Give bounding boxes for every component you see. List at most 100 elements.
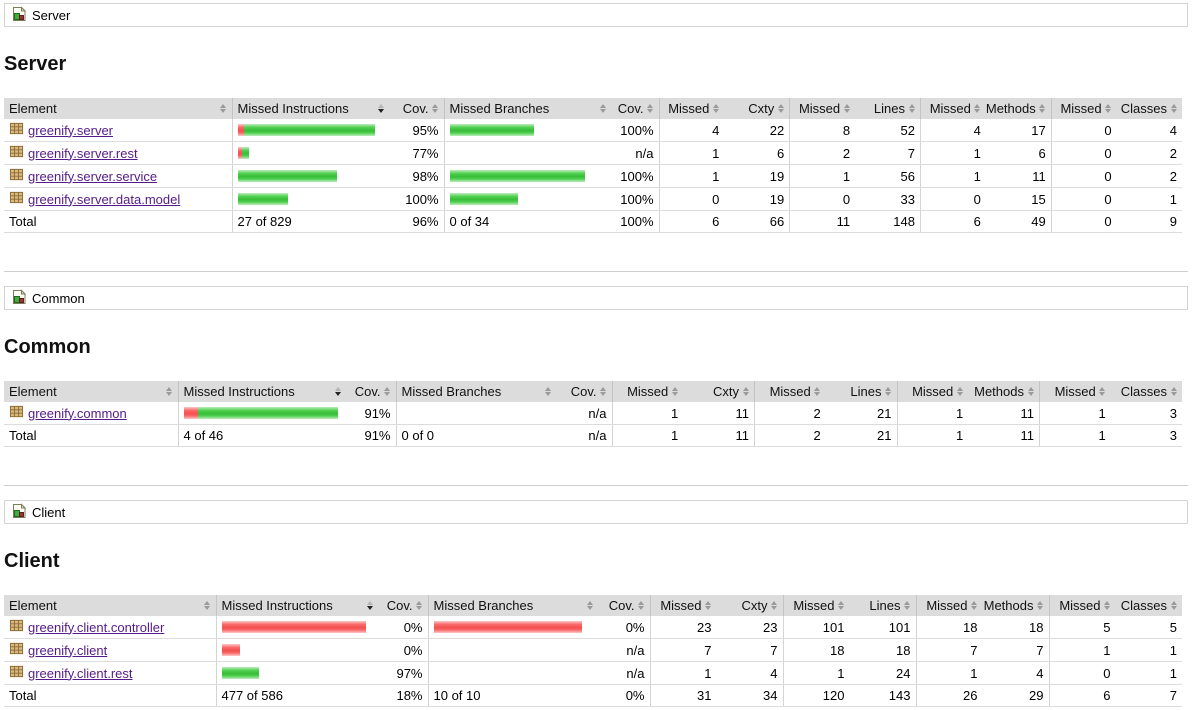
package-link[interactable]: greenify.client.rest xyxy=(28,665,133,681)
column-header-element[interactable]: Element xyxy=(4,595,216,616)
package-link[interactable]: greenify.client xyxy=(28,642,108,658)
sort-icon[interactable] xyxy=(204,601,211,610)
package-link[interactable]: greenify.server.data.model xyxy=(28,191,181,207)
sort-icon[interactable] xyxy=(705,601,712,610)
column-header-cov-[interactable]: Cov. xyxy=(346,381,396,402)
sort-icon[interactable] xyxy=(416,601,423,610)
column-header-label: Cxty xyxy=(713,384,739,399)
column-header-lines[interactable]: Lines xyxy=(855,98,921,119)
column-header-missed[interactable]: Missed xyxy=(789,98,856,119)
sort-icon[interactable] xyxy=(1099,387,1106,396)
sort-icon[interactable] xyxy=(432,104,439,113)
column-header-missed[interactable]: Missed xyxy=(658,98,725,119)
total-label: Total xyxy=(4,210,232,233)
metric-value: 5 xyxy=(1048,616,1116,639)
column-header-classes[interactable]: Classes xyxy=(1116,98,1182,119)
column-header-missed[interactable]: Missed xyxy=(915,595,983,616)
sort-icon[interactable] xyxy=(1170,387,1177,396)
sort-icon[interactable] xyxy=(885,387,892,396)
sort-icon[interactable] xyxy=(843,104,850,113)
column-header-label: Cov. xyxy=(617,101,644,116)
column-header-cov-[interactable]: Cov. xyxy=(389,98,444,119)
column-header-missed[interactable]: Missed xyxy=(753,381,826,402)
column-header-cov-[interactable]: Cov. xyxy=(611,98,659,119)
sort-icon[interactable] xyxy=(366,601,373,610)
column-header-cov-[interactable]: Cov. xyxy=(556,381,612,402)
column-header-cxty[interactable]: Cxty xyxy=(716,595,783,616)
column-header-cov-[interactable]: Cov. xyxy=(378,595,428,616)
sort-icon[interactable] xyxy=(956,387,963,396)
sort-icon[interactable] xyxy=(904,601,911,610)
column-header-cov-[interactable]: Cov. xyxy=(598,595,650,616)
sort-icon[interactable] xyxy=(974,104,981,113)
sort-icon[interactable] xyxy=(971,601,978,610)
sort-icon[interactable] xyxy=(1170,104,1177,113)
sort-icon[interactable] xyxy=(1039,104,1046,113)
table-header-row: Element Missed Instructions Cov. Missed Bra… xyxy=(4,98,1182,119)
metric-value: 2 xyxy=(753,402,826,425)
column-header-cxty[interactable]: Cxty xyxy=(724,98,790,119)
column-header-missed[interactable]: Missed xyxy=(1050,98,1117,119)
column-header-missed[interactable]: Missed xyxy=(611,381,684,402)
package-link[interactable]: greenify.client.controller xyxy=(28,619,165,635)
column-header-label: Element xyxy=(9,598,57,613)
column-header-element[interactable]: Element xyxy=(4,98,232,119)
package-link[interactable]: greenify.common xyxy=(28,405,127,421)
column-header-missed[interactable]: Missed xyxy=(1048,595,1116,616)
sort-icon[interactable] xyxy=(647,104,654,113)
sort-icon[interactable] xyxy=(814,387,821,396)
column-header-label: Classes xyxy=(1120,384,1167,399)
coverage-bar-cell xyxy=(427,661,598,685)
column-header-missed[interactable]: Missed xyxy=(1038,381,1111,402)
column-header-missed[interactable]: Missed xyxy=(782,595,850,616)
sort-icon[interactable] xyxy=(777,104,784,113)
column-header-lines[interactable]: Lines xyxy=(825,381,897,402)
coverage-bar-cell xyxy=(443,187,611,211)
sort-icon[interactable] xyxy=(384,387,391,396)
sort-icon[interactable] xyxy=(600,387,607,396)
sort-icon[interactable] xyxy=(638,601,645,610)
sort-icon[interactable] xyxy=(220,104,227,113)
sort-icon[interactable] xyxy=(671,387,678,396)
column-header-lines[interactable]: Lines xyxy=(849,595,916,616)
column-header-classes[interactable]: Classes xyxy=(1115,595,1182,616)
column-header-missed-instructions[interactable]: Missed Instructions xyxy=(215,595,378,616)
sort-icon[interactable] xyxy=(1027,387,1034,396)
package-icon xyxy=(9,144,24,162)
sort-icon[interactable] xyxy=(586,601,593,610)
sort-icon[interactable] xyxy=(377,104,384,113)
column-header-element[interactable]: Element xyxy=(4,381,178,402)
column-header-classes[interactable]: Classes xyxy=(1110,381,1182,402)
column-header-missed[interactable]: Missed xyxy=(896,381,969,402)
sort-icon[interactable] xyxy=(166,387,173,396)
sort-icon[interactable] xyxy=(599,104,606,113)
package-link[interactable]: greenify.server xyxy=(28,122,114,138)
column-header-missed[interactable]: Missed xyxy=(919,98,986,119)
column-header-missed-instructions[interactable]: Missed Instructions xyxy=(177,381,346,402)
column-header-missed-instructions[interactable]: Missed Instructions xyxy=(231,98,389,119)
column-header-missed-branches[interactable]: Missed Branches xyxy=(395,381,556,402)
missed-bar xyxy=(221,644,240,656)
column-header-methods[interactable]: Methods xyxy=(968,381,1040,402)
sort-icon[interactable] xyxy=(742,387,749,396)
package-link[interactable]: greenify.server.service xyxy=(28,168,158,184)
column-header-methods[interactable]: Methods xyxy=(985,98,1052,119)
sort-icon[interactable] xyxy=(771,601,778,610)
sort-icon[interactable] xyxy=(1104,601,1111,610)
sort-icon[interactable] xyxy=(544,387,551,396)
column-header-missed-branches[interactable]: Missed Branches xyxy=(427,595,598,616)
sort-icon[interactable] xyxy=(1105,104,1112,113)
sort-icon[interactable] xyxy=(334,387,341,396)
total-missed-branches: 0 of 0 xyxy=(395,424,556,447)
column-header-methods[interactable]: Methods xyxy=(982,595,1049,616)
sort-icon[interactable] xyxy=(908,104,915,113)
sort-icon[interactable] xyxy=(1170,601,1177,610)
column-header-missed[interactable]: Missed xyxy=(649,595,717,616)
package-link[interactable]: greenify.server.rest xyxy=(28,145,138,161)
column-header-cxty[interactable]: Cxty xyxy=(683,381,755,402)
sort-icon[interactable] xyxy=(838,601,845,610)
sort-icon[interactable] xyxy=(1037,601,1044,610)
column-header-missed-branches[interactable]: Missed Branches xyxy=(443,98,611,119)
metric-value: 2 xyxy=(1116,164,1182,188)
sort-icon[interactable] xyxy=(712,104,719,113)
